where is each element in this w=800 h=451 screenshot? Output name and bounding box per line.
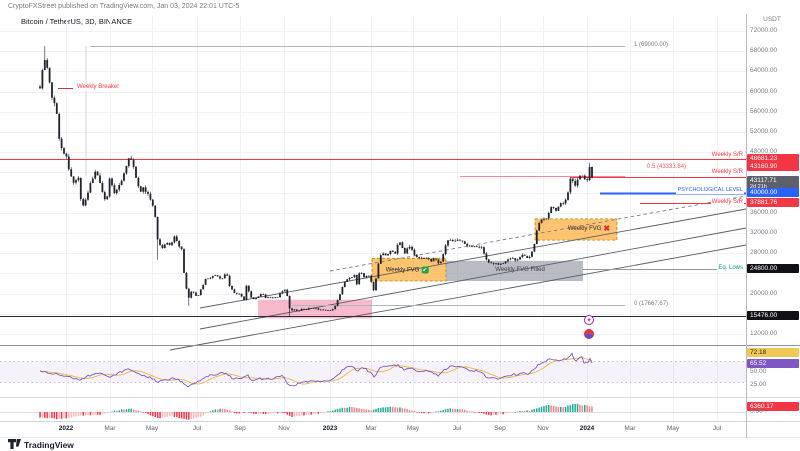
time-label: 2023 xyxy=(322,425,338,432)
time-label: Mar xyxy=(104,425,116,432)
time-label: Mar xyxy=(365,425,377,432)
credit-text: CryptoFXStreet published on TradingView.… xyxy=(8,3,240,10)
rsi-axis-label: 25.00 xyxy=(750,380,767,388)
fib-level-0-label[interactable]: 0 (17667.67) xyxy=(633,301,670,308)
time-label: Mar xyxy=(624,425,636,432)
drawing-marker-icon-1[interactable]: ✦ xyxy=(584,315,594,325)
price-tick: 20000.00 xyxy=(750,289,778,297)
pane-separator-main-rsi[interactable] xyxy=(0,345,800,346)
cross-icon: ✖ xyxy=(603,224,611,233)
fib-level-05-label[interactable]: 0.5 (43333.84) xyxy=(646,164,688,171)
time-label: Jul xyxy=(192,425,202,432)
tradingview-logo-icon xyxy=(8,439,21,449)
weekly-sr-label-2[interactable]: Weekly S/R xyxy=(710,169,744,176)
price-label: 43160.90 xyxy=(747,161,799,171)
main-price-pane xyxy=(0,16,747,351)
price-label: 37881.76 xyxy=(747,198,799,208)
check-icon: ✔ xyxy=(421,266,429,274)
price-tick: 36000.00 xyxy=(750,208,778,216)
weekly-fvg-cross-label[interactable]: Weekly FVG ✖ xyxy=(568,225,610,233)
bottom-border xyxy=(0,437,800,438)
time-label: Jul xyxy=(712,425,722,432)
price-tick: 64000.00 xyxy=(750,67,778,75)
price-label: 24800.00 xyxy=(747,264,799,274)
rsi-axis-label: 50.00 xyxy=(750,367,767,375)
time-label: May xyxy=(145,425,159,432)
weekly-fvg-check-label[interactable]: Weekly FVG ✔ xyxy=(385,266,429,274)
eq-lows-label[interactable]: Eq. Lows xyxy=(717,265,744,272)
macd-axis-label: 6360.17 xyxy=(747,401,799,411)
tradingview-logo-text: TradingView xyxy=(24,439,74,450)
weekly-fvg-text: Weekly FVG xyxy=(567,226,602,232)
drawing-marker-icon-2[interactable] xyxy=(584,329,594,339)
time-label: Sep xyxy=(494,425,506,432)
psychological-level-label[interactable]: PSYCHOLOGICAL LEVEL xyxy=(676,187,744,194)
weekly-sr-label-1[interactable]: Weekly S/R xyxy=(710,152,744,159)
price-label: 15476.00 xyxy=(747,311,799,321)
rsi-pane xyxy=(0,346,746,397)
time-label: 2022 xyxy=(58,425,74,432)
time-label: May xyxy=(666,425,680,432)
pane-separator-macd-timeline xyxy=(0,421,800,422)
marker-glyph: ✦ xyxy=(586,317,592,324)
time-label: May xyxy=(406,425,420,432)
weekly-sr-label-3[interactable]: Weekly S/R xyxy=(710,199,744,206)
time-label: 2024 xyxy=(579,425,595,432)
symbol-title: Bitcoin / TetherUS, 3D, BINANCE xyxy=(21,17,133,26)
weekly-fvg-text: Weekly FVG xyxy=(385,267,420,273)
time-label: Sep xyxy=(234,425,246,432)
price-axis-border xyxy=(746,14,747,438)
rsi-axis-label: 65.52 xyxy=(747,359,799,369)
fib-level-1-label[interactable]: 1 (69000.00) xyxy=(633,42,670,49)
price-tick: 48000.00 xyxy=(750,148,778,156)
time-label: Nov xyxy=(278,425,290,432)
pane-separator-rsi-macd[interactable] xyxy=(0,397,800,398)
weekly-fvg-filled-text: Weekly FVG Filled xyxy=(495,267,545,273)
rsi-axis-label: 72.18 xyxy=(747,347,799,357)
tradingview-logo[interactable]: TradingView xyxy=(8,439,74,450)
weekly-fvg-filled-label[interactable]: Weekly FVG Filled xyxy=(495,267,545,273)
price-tick: 32000.00 xyxy=(750,229,778,236)
weekly-breaker-label[interactable]: Weekly Breaker xyxy=(76,84,121,91)
price-tick: 52000.00 xyxy=(750,128,778,135)
price-tick: 12000.00 xyxy=(750,330,778,337)
price-tick: 56000.00 xyxy=(750,107,778,115)
price-tick: 28000.00 xyxy=(750,249,778,257)
price-tick: 60000.00 xyxy=(750,87,778,95)
price-label: 46681.23 xyxy=(747,153,799,163)
price-tick: 68000.00 xyxy=(750,47,778,55)
time-label: Jul xyxy=(452,425,462,432)
axis-currency-label: USDT xyxy=(763,16,781,23)
time-label: Nov xyxy=(537,425,549,432)
price-tick: 72000.00 xyxy=(750,27,778,34)
macd-axis-label: 0.00 xyxy=(750,407,763,415)
macd-pane xyxy=(0,398,746,421)
price-label: 40000.00 xyxy=(747,187,799,197)
